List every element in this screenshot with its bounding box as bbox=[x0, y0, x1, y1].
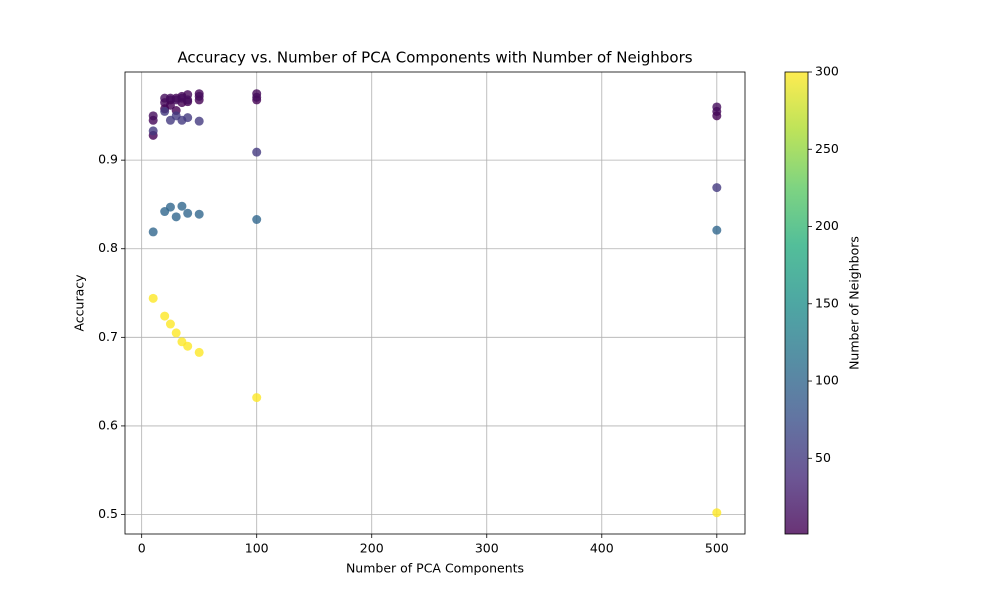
point bbox=[252, 147, 262, 157]
point bbox=[148, 293, 158, 303]
colorbar-tick-label: 100 bbox=[815, 373, 839, 388]
point bbox=[712, 183, 722, 193]
point bbox=[183, 208, 193, 218]
point bbox=[252, 393, 262, 403]
y-tick-label: 0.6 bbox=[98, 417, 118, 432]
point bbox=[183, 113, 193, 123]
point bbox=[194, 91, 204, 101]
y-tick-label: 0.8 bbox=[98, 240, 118, 255]
point bbox=[252, 215, 262, 225]
colorbar-frame bbox=[784, 71, 809, 535]
y-axis-label: Accuracy bbox=[72, 274, 87, 332]
x-tick-label: 200 bbox=[360, 541, 384, 556]
colorbar-tick-label: 250 bbox=[815, 141, 839, 156]
colorbar-tick-label: 50 bbox=[815, 450, 831, 465]
point bbox=[148, 126, 158, 136]
point bbox=[148, 227, 158, 237]
x-tick-label: 300 bbox=[475, 541, 499, 556]
point bbox=[712, 225, 722, 235]
x-tick-label: 100 bbox=[245, 541, 269, 556]
point bbox=[183, 341, 193, 351]
x-tick-label: 0 bbox=[138, 541, 146, 556]
colorbar-label: Number of Neighbors bbox=[847, 236, 862, 370]
point bbox=[712, 508, 722, 518]
colorbar-tick-label: 150 bbox=[815, 295, 839, 310]
point bbox=[194, 347, 204, 357]
x-tick-label: 500 bbox=[705, 541, 729, 556]
point bbox=[712, 102, 722, 112]
point bbox=[165, 202, 175, 212]
point bbox=[183, 95, 193, 105]
point bbox=[148, 111, 158, 121]
point bbox=[165, 319, 175, 329]
colorbar-tick-label: 200 bbox=[815, 218, 839, 233]
y-tick-label: 0.7 bbox=[98, 329, 118, 344]
colorbar bbox=[785, 72, 808, 534]
x-axis-label: Number of PCA Components bbox=[346, 561, 524, 576]
x-tick-label: 400 bbox=[590, 541, 614, 556]
point bbox=[194, 116, 204, 126]
colorbar-tick-label: 300 bbox=[815, 64, 839, 79]
y-tick-label: 0.9 bbox=[98, 152, 118, 167]
point bbox=[177, 201, 187, 211]
point bbox=[252, 92, 262, 102]
point bbox=[160, 106, 170, 116]
point bbox=[160, 311, 170, 321]
point bbox=[194, 209, 204, 219]
point bbox=[171, 212, 181, 222]
y-tick-label: 0.5 bbox=[98, 506, 118, 521]
point bbox=[171, 328, 181, 338]
plot-frame bbox=[124, 71, 746, 535]
chart-title: Accuracy vs. Number of PCA Components wi… bbox=[177, 49, 692, 67]
